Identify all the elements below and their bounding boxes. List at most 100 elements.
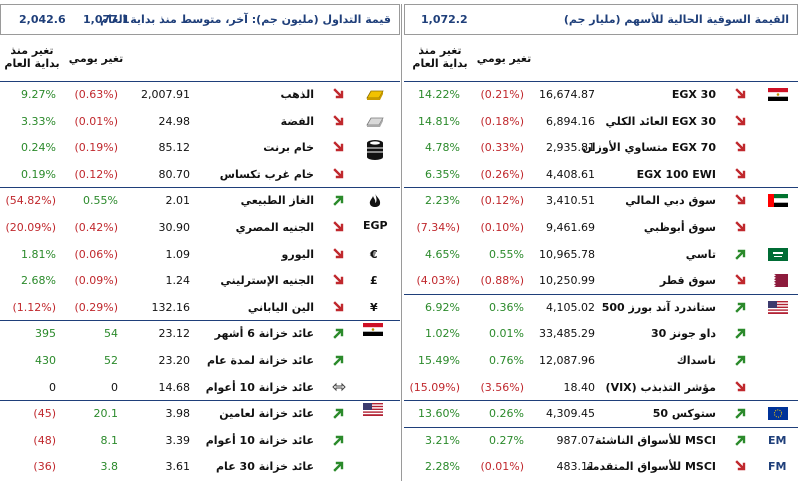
row-name: اليورو [281, 247, 314, 261]
turnover-avg-value: 2,042.6 [19, 13, 66, 26]
turnover-header: قيمة التداول (مليون جم): آخر، متوسط منذ … [0, 4, 400, 35]
row-value: 23.12 [158, 327, 191, 341]
arrow-down-icon [332, 167, 346, 181]
table-row: ستوكس 50 4,309.45 0.26% 13.60% [404, 401, 798, 427]
arrow-up-icon [332, 353, 346, 367]
arrow-down-icon [734, 167, 748, 181]
row-value: 16,674.87 [539, 88, 595, 101]
egp-label: EGP [363, 219, 388, 232]
table-row: سوق أبوظبي 9,461.69 (0.10%) (7.34%) [404, 215, 798, 241]
group-divider [404, 293, 798, 295]
row-ytd-change: 3.33% [21, 114, 56, 128]
row-name: MSCI للأسواق المتقدمة [585, 460, 716, 474]
row-name: ستوكس 50 [652, 407, 716, 421]
row-value: 18.40 [563, 380, 596, 394]
row-name: خام غرب تكساس [219, 167, 314, 181]
arrow-down-icon [734, 273, 748, 287]
arrow-down-icon [332, 300, 346, 314]
row-name: خام برنت [263, 141, 314, 155]
row-daily-change: (0.42%) [74, 221, 118, 234]
row-value: 12,087.96 [539, 354, 595, 367]
commodities-panel: قيمة التداول (مليون جم): آخر، متوسط منذ … [0, 4, 400, 480]
arrow-down-icon [332, 247, 346, 261]
row-daily-change: 0.26% [489, 407, 524, 421]
row-name: ناسداك [676, 354, 716, 367]
row-name: EGX 70 متساوي الأوزان [582, 141, 716, 155]
table-row: عائد خزانة لمدة عام 23.20 52 430 [0, 348, 400, 374]
row-name: ستاندرد آند بورز 500 [601, 300, 716, 314]
row-name: سوق أبوظبي [643, 221, 716, 234]
row-daily-change: 0.76% [489, 354, 524, 367]
row-daily-change: 0.27% [489, 433, 524, 447]
stocks-panel: القيمة السوقية الحالية للأسهم (مليار جم)… [404, 0, 798, 481]
row-ytd-change: 2.28% [425, 460, 460, 474]
row-value: 2,007.91 [141, 88, 190, 101]
row-daily-change: 52 [104, 354, 118, 367]
row-value: 33,485.29 [539, 327, 595, 341]
group-divider [0, 320, 400, 322]
row-ytd-change: (20.09%) [5, 221, 56, 234]
arrow-up-icon [332, 433, 346, 447]
row-value: 4,105.02 [546, 300, 595, 314]
table-row: خام غرب تكساس 80.70 (0.12%) 0.19% [0, 162, 400, 188]
table-row: ستاندرد آند بورز 500 4,105.02 0.36% 6.92% [404, 295, 798, 321]
table-row: عائد خزانة 6 أشهر 23.12 54 395 [0, 321, 400, 347]
eu-flag-icon [768, 407, 788, 421]
table-row: سوق دبي المالي 3,410.51 (0.12%) 2.23% [404, 188, 798, 214]
ytd-change-header: تغير منذ بداية العام [412, 44, 468, 70]
row-ytd-change: (36) [33, 460, 56, 474]
row-ytd-change: 1.02% [425, 327, 460, 341]
row-value: 4,309.45 [546, 407, 595, 421]
row-name: عائد خزانة 10 أعوام [205, 433, 314, 447]
qatar-flag-icon [768, 274, 788, 288]
row-name: الجنيه الإسترليني [220, 274, 314, 288]
table-row: MSCI للأسواق المتقدمة 483.11 (0.01%) 2.28% [404, 454, 798, 480]
table-row: EGX 30 العائد الكلي 6,894.16 (0.18%) 14.81% [404, 109, 798, 135]
row-name: EGX 30 [671, 88, 716, 101]
row-ytd-change: (15.09%) [409, 380, 460, 394]
row-ytd-change: 14.22% [418, 88, 460, 101]
row-ytd-change: (54.82%) [5, 194, 56, 208]
row-ytd-change: 2.68% [21, 274, 56, 288]
daily-change-header: تغير يومي [68, 52, 124, 65]
row-daily-change: (0.01%) [74, 114, 118, 128]
row-name: عائد خزانة 10 أعوام [205, 380, 314, 394]
row-daily-change: (0.29%) [74, 300, 118, 314]
row-name: الين الياباني [247, 300, 314, 314]
row-daily-change: (0.63%) [74, 88, 118, 101]
group-divider [404, 426, 798, 428]
row-ytd-change: (48) [33, 433, 56, 447]
fm-label: FM [768, 460, 787, 474]
row-value: 6,894.16 [546, 114, 595, 128]
euro-icon: € [370, 247, 378, 261]
row-ytd-change: 0 [49, 380, 56, 394]
row-name: سوق قطر [659, 274, 716, 288]
row-daily-change: 0.55% [83, 194, 118, 208]
table-row: خام برنت 85.12 (0.19%) 0.24% [0, 135, 400, 161]
row-ytd-change: 1.81% [21, 247, 56, 261]
table-row: عائد خزانة لعامين 3.98 20.1 (45) [0, 401, 400, 427]
group-divider [0, 187, 400, 189]
group-divider [0, 400, 400, 402]
table-row: سوق قطر 10,250.99 (0.88%) (4.03%) [404, 268, 798, 294]
row-daily-change: (0.12%) [480, 194, 524, 208]
row-ytd-change: (4.03%) [416, 274, 460, 288]
table-row: عائد خزانة 30 عام 3.61 3.8 (36) [0, 454, 400, 480]
table-row: MSCI للأسواق الناشئة 987.07 0.27% 3.21% [404, 428, 798, 454]
stocks-header-value: 1,072.2 [421, 13, 468, 26]
row-value: 3.61 [165, 460, 191, 474]
row-value: 483.11 [556, 460, 596, 474]
egypt-flag-icon [768, 88, 788, 101]
table-row: اليورو 1.09 (0.06%) 1.81% [0, 242, 400, 268]
arrow-down-icon [332, 114, 346, 128]
row-name: عائد خزانة لعامين [219, 407, 314, 421]
table-row: عائد خزانة 10 أعوام 14.68 0 0 [0, 375, 400, 401]
pound-icon: £ [370, 274, 378, 288]
row-ytd-change: 6.35% [425, 167, 460, 181]
row-name: عائد خزانة 6 أشهر [214, 327, 314, 341]
row-value: 3.98 [165, 407, 191, 421]
row-daily-change: 0.36% [489, 300, 524, 314]
row-daily-change: (0.88%) [480, 274, 524, 288]
arrow-up-icon [734, 406, 748, 420]
row-value: 4,408.61 [546, 167, 595, 181]
